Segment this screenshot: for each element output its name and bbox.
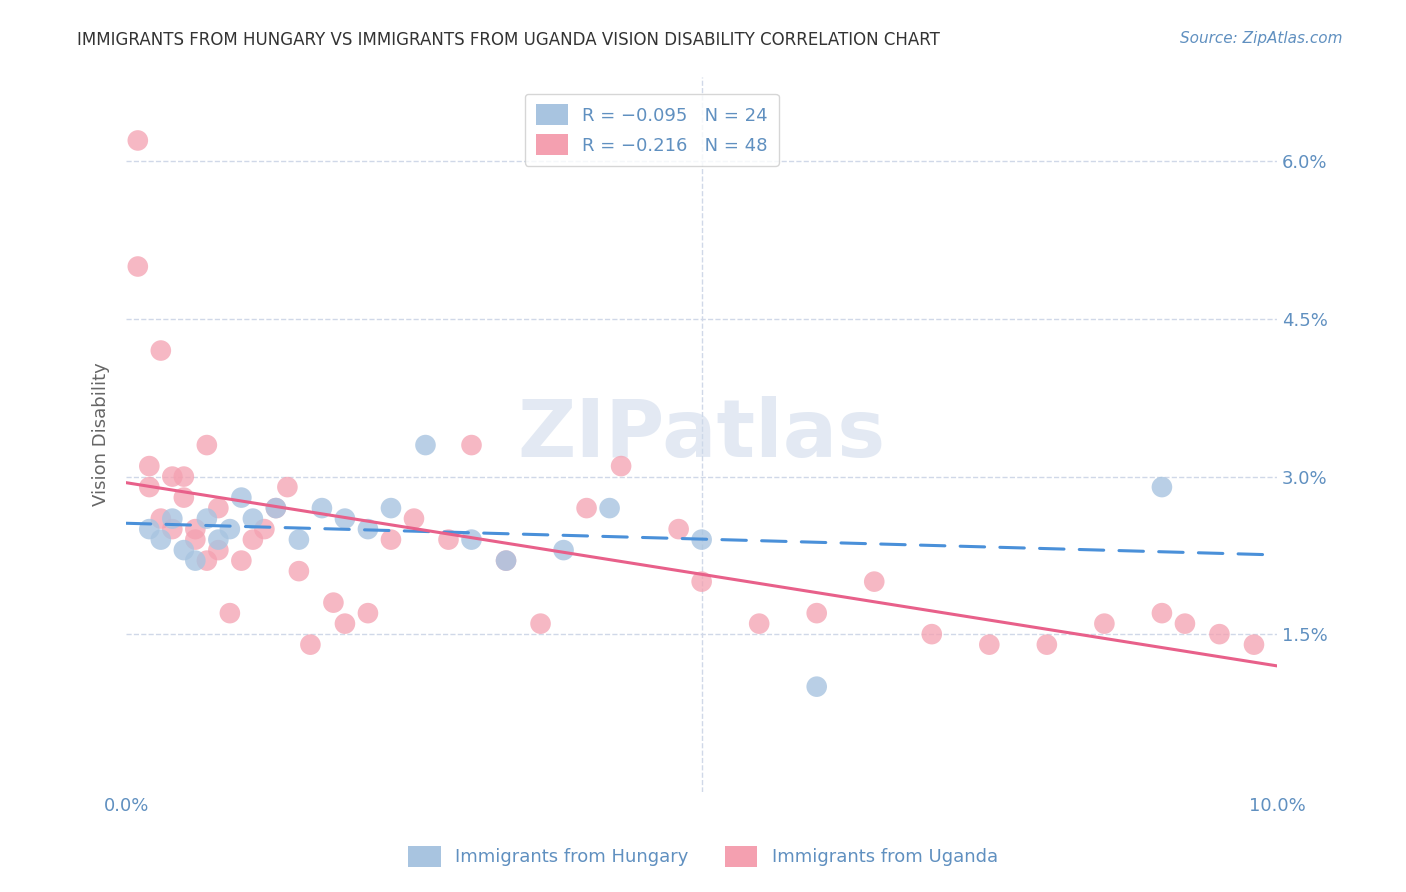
Point — [149, 343, 172, 358]
Point — [415, 438, 437, 452]
Point — [149, 511, 172, 525]
Point — [207, 543, 229, 558]
Point — [599, 501, 621, 516]
Point — [1174, 616, 1197, 631]
Point — [979, 638, 1001, 652]
Point — [402, 511, 425, 525]
Point — [1150, 480, 1173, 494]
Point — [264, 501, 287, 516]
Point — [806, 680, 828, 694]
Point — [184, 522, 207, 536]
Point — [138, 480, 160, 494]
Point — [333, 616, 356, 631]
Point — [195, 438, 218, 452]
Text: ZIPatlas: ZIPatlas — [517, 395, 886, 474]
Point — [690, 574, 713, 589]
Point — [207, 533, 229, 547]
Point — [437, 533, 460, 547]
Point — [127, 260, 149, 274]
Legend: Immigrants from Hungary, Immigrants from Uganda: Immigrants from Hungary, Immigrants from… — [401, 838, 1005, 874]
Point — [162, 511, 184, 525]
Point — [138, 459, 160, 474]
Point — [553, 543, 575, 558]
Point — [299, 638, 322, 652]
Point — [460, 533, 482, 547]
Point — [575, 501, 598, 516]
Point — [207, 501, 229, 516]
Point — [668, 522, 690, 536]
Point — [322, 596, 344, 610]
Point — [264, 501, 287, 516]
Point — [162, 469, 184, 483]
Point — [863, 574, 886, 589]
Point — [1243, 638, 1265, 652]
Point — [357, 522, 380, 536]
Point — [1150, 606, 1173, 620]
Point — [333, 511, 356, 525]
Point — [690, 533, 713, 547]
Point — [173, 543, 195, 558]
Point — [380, 501, 402, 516]
Point — [231, 553, 253, 567]
Point — [1208, 627, 1230, 641]
Text: IMMIGRANTS FROM HUNGARY VS IMMIGRANTS FROM UGANDA VISION DISABILITY CORRELATION : IMMIGRANTS FROM HUNGARY VS IMMIGRANTS FR… — [77, 31, 941, 49]
Point — [748, 616, 770, 631]
Point — [806, 606, 828, 620]
Point — [1036, 638, 1059, 652]
Point — [149, 533, 172, 547]
Point — [242, 533, 264, 547]
Point — [162, 522, 184, 536]
Point — [184, 553, 207, 567]
Point — [173, 469, 195, 483]
Point — [184, 533, 207, 547]
Point — [218, 606, 240, 620]
Point — [276, 480, 298, 494]
Point — [127, 133, 149, 147]
Point — [173, 491, 195, 505]
Point — [1092, 616, 1115, 631]
Y-axis label: Vision Disability: Vision Disability — [93, 363, 110, 507]
Point — [288, 533, 311, 547]
Point — [460, 438, 482, 452]
Point — [195, 553, 218, 567]
Point — [231, 491, 253, 505]
Point — [380, 533, 402, 547]
Point — [357, 606, 380, 620]
Point — [311, 501, 333, 516]
Point — [921, 627, 943, 641]
Point — [288, 564, 311, 578]
Point — [610, 459, 633, 474]
Legend: R = −0.095   N = 24, R = −0.216   N = 48: R = −0.095 N = 24, R = −0.216 N = 48 — [524, 94, 779, 166]
Point — [529, 616, 551, 631]
Point — [138, 522, 160, 536]
Point — [218, 522, 240, 536]
Point — [195, 511, 218, 525]
Point — [495, 553, 517, 567]
Point — [495, 553, 517, 567]
Text: Source: ZipAtlas.com: Source: ZipAtlas.com — [1180, 31, 1343, 46]
Point — [242, 511, 264, 525]
Point — [253, 522, 276, 536]
